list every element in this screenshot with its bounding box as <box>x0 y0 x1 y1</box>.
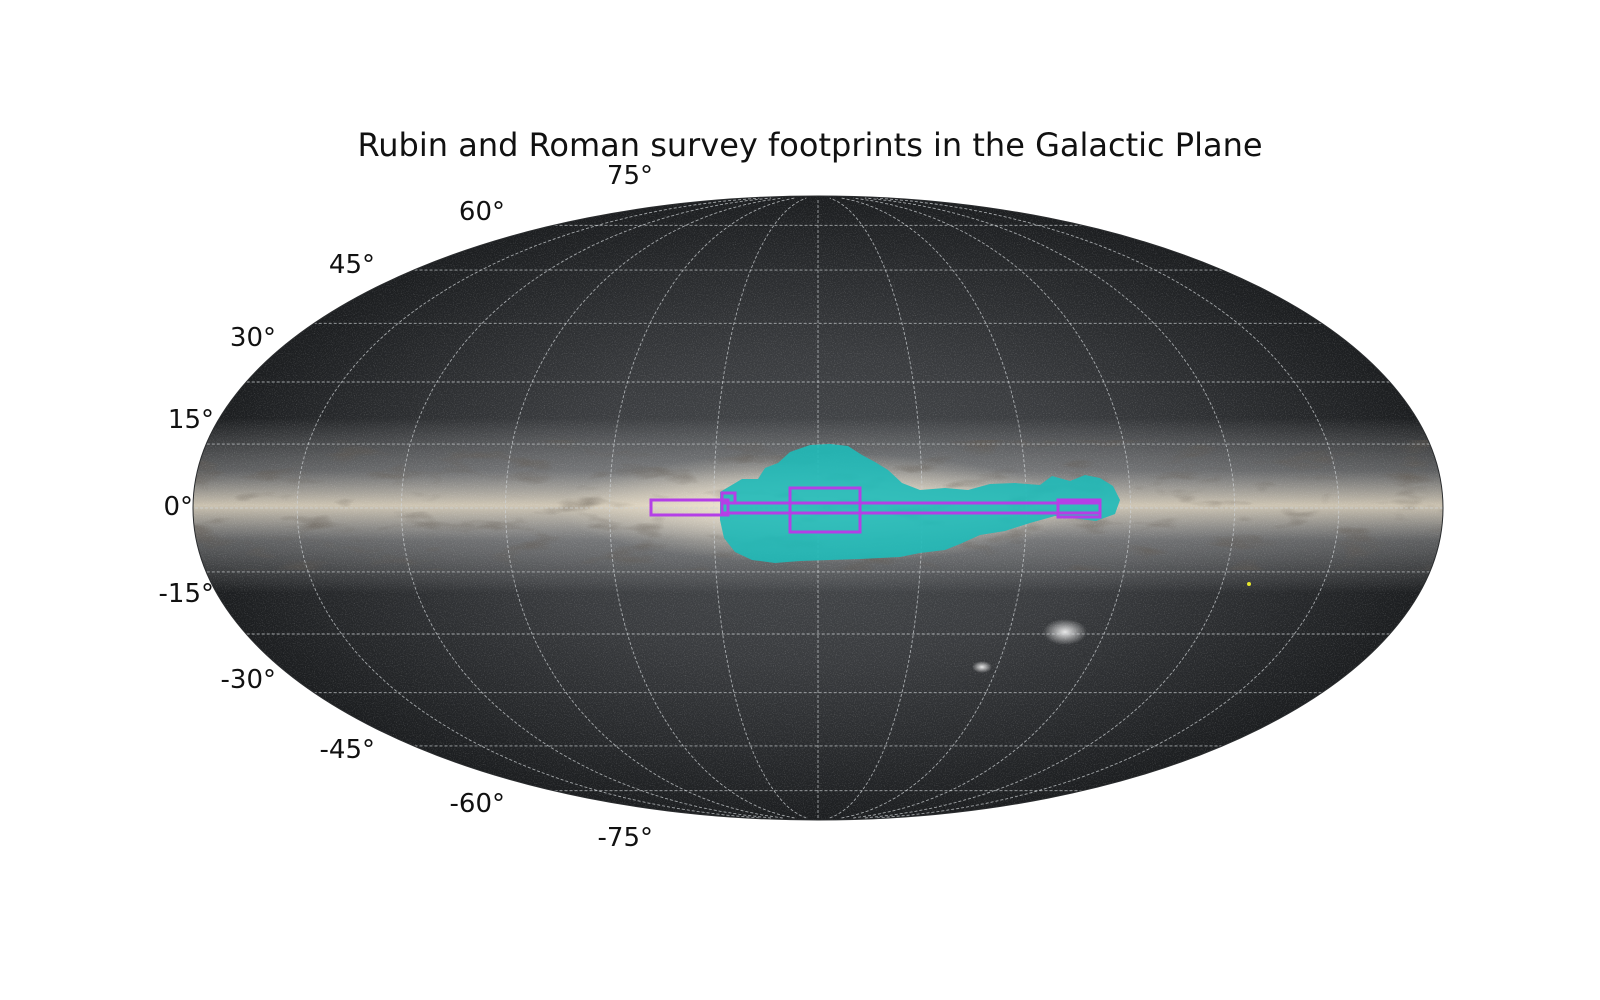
sky-outline <box>192 195 1444 821</box>
roman-field-inner-left <box>720 491 737 503</box>
tick-lat-30: 30° <box>230 323 276 353</box>
roman-field-left <box>649 498 730 517</box>
tick-lat-75: 75° <box>607 161 653 191</box>
graticule-meridian <box>864 197 1236 819</box>
sky-map <box>193 196 1443 820</box>
graticule-meridian <box>505 197 783 819</box>
roman-field-central <box>788 486 862 534</box>
tick-lat-minus-45: -45° <box>320 735 375 765</box>
graticule-meridian <box>841 197 1027 819</box>
tick-lat-0: 0° <box>163 492 193 522</box>
tick-lat-minus-60: -60° <box>450 789 505 819</box>
graticule-meridian <box>853 197 1131 819</box>
tick-lat-minus-75: -75° <box>598 823 653 853</box>
large-magellanic-cloud <box>1043 619 1087 645</box>
latitude-tick-labels: 75° 60° 45° 30° 15° 0° -15° -30° -45° -6… <box>159 161 653 853</box>
small-magellanic-cloud <box>972 661 992 673</box>
tick-lat-minus-30: -30° <box>221 665 276 695</box>
graticule-meridian <box>876 197 1340 819</box>
tick-lat-45: 45° <box>329 250 375 280</box>
tick-lat-minus-15: -15° <box>159 579 214 609</box>
graticule-meridian <box>713 197 807 819</box>
roman-footprint-outline <box>649 486 1102 534</box>
tick-lat-15: 15° <box>168 405 214 435</box>
tick-lat-60: 60° <box>459 197 505 227</box>
roman-field-right <box>1056 498 1102 519</box>
graticule-meridian <box>609 197 795 819</box>
figure-title: Rubin and Roman survey footprints in the… <box>357 126 1262 164</box>
graticule-meridian <box>296 197 760 819</box>
yellow-point-marker <box>1247 582 1251 586</box>
graticule-meridian <box>400 197 772 819</box>
